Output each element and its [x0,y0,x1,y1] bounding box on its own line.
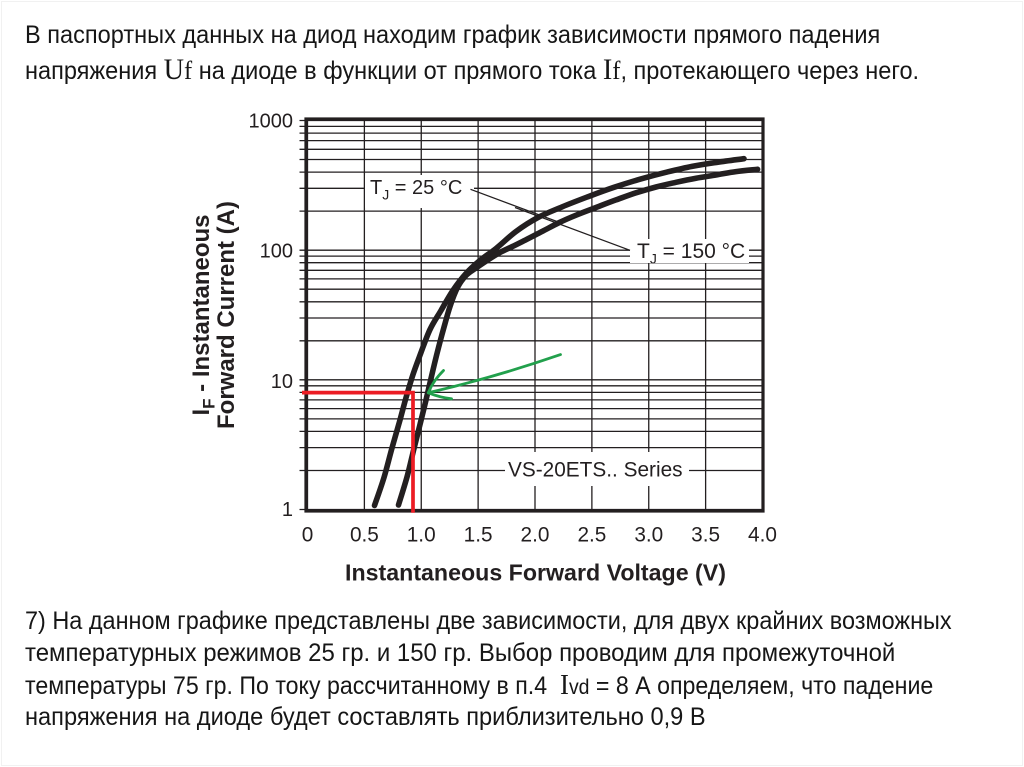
svg-text:10: 10 [271,371,293,393]
svg-text:Instantaneous Forward Voltage: Instantaneous Forward Voltage (V) [345,560,726,586]
svg-text:2.0: 2.0 [521,524,550,547]
svg-text:100: 100 [260,241,293,263]
svg-text:1.0: 1.0 [407,524,436,547]
svg-text:4.0: 4.0 [748,524,777,547]
svg-text:1000: 1000 [249,110,294,132]
svg-text:1: 1 [282,499,293,521]
svg-text:2.5: 2.5 [577,524,606,547]
svg-text:1.5: 1.5 [464,524,493,547]
svg-text:0: 0 [302,524,314,547]
svg-text:VS-20ETS.. Series: VS-20ETS.. Series [508,459,683,482]
svg-text:3.0: 3.0 [634,524,663,547]
svg-text:0.5: 0.5 [350,524,379,547]
svg-text:TJ = 25 °C: TJ = 25 °C [370,177,462,203]
svg-text:Forward Current (A): Forward Current (A) [213,201,240,429]
svg-text:IF - Instantaneous: IF - Instantaneous [188,214,219,415]
svg-text:3.5: 3.5 [691,524,720,547]
